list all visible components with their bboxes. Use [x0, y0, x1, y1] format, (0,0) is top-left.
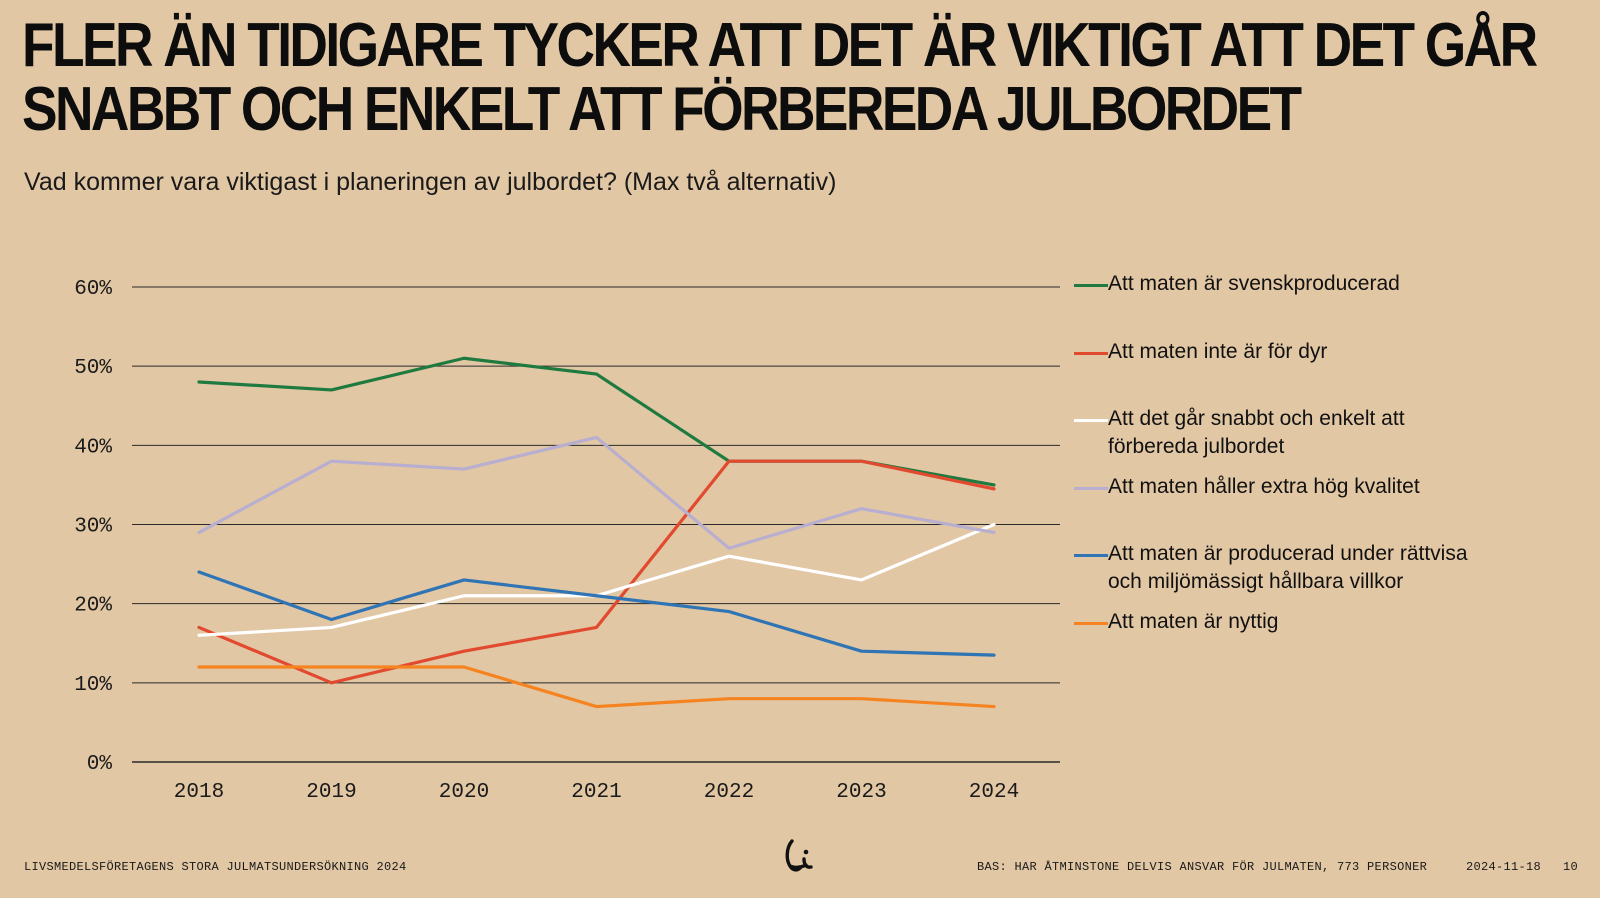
legend-label-line: Att maten är nyttig: [1108, 610, 1279, 633]
legend-label-line: förbereda julbordet: [1108, 435, 1285, 458]
title-line-2: SNABBT OCH ENKELT ATT FÖRBEREDA JULBORDE…: [22, 75, 1302, 144]
legend-label-line: och miljömässigt hållbara villkor: [1108, 570, 1404, 593]
x-tick-label: 2021: [571, 781, 621, 804]
y-tick-label: 50%: [74, 357, 112, 380]
series-line-3: [197, 522, 996, 637]
legend-item: Att maten är svenskproducerad: [1074, 270, 1400, 298]
legend-swatch: [1074, 554, 1108, 557]
footer-base: BAS: HAR ÅTMINSTONE DELVIS ANSVAR FÖR JU…: [977, 860, 1428, 874]
legend-item: Att det går snabbt och enkelt att förbere…: [1074, 405, 1405, 461]
x-tick-label: 2019: [306, 781, 356, 804]
x-tick-label: 2024: [969, 781, 1019, 804]
legend-item: Att maten är producerad under rättvisa oc…: [1074, 540, 1468, 596]
legend-label-line: Att maten är svenskproducerad: [1108, 272, 1400, 295]
legend-label-line: Att det går snabbt och enkelt att: [1108, 407, 1405, 430]
series-line-1: [197, 356, 996, 487]
x-tick-label: 2022: [704, 781, 754, 804]
legend-label: Att maten är svenskproducerad: [1108, 270, 1400, 298]
legend-item: Att maten inte är för dyr: [1074, 338, 1327, 366]
legend-swatch: [1074, 419, 1108, 422]
legend-label: Att maten är producerad under rättvisa oc…: [1108, 540, 1468, 596]
legend-item: Att maten är nyttig: [1074, 608, 1278, 636]
legend-item: Att maten håller extra hög kvalitet: [1074, 473, 1420, 501]
y-tick-label: 0%: [87, 753, 113, 776]
legend-label-line: Att maten inte är för dyr: [1108, 340, 1328, 363]
page-title: FLER ÄN TIDIGARE TYCKER ATT DET ÄR VIKTI…: [22, 11, 1538, 144]
line-chart: 0% 10% 20% 30% 40% 50% 60% 2018 2019 2020 2021 2022…: [74, 278, 1060, 804]
chart-subtitle: Vad kommer vara viktigast i planeringen …: [24, 168, 837, 196]
legend-label-line: Att maten är producerad under rättvisa: [1108, 542, 1468, 565]
series-line-4: [197, 435, 996, 550]
y-tick-label: 30%: [74, 516, 112, 539]
y-tick-label: 20%: [74, 595, 112, 618]
x-tick-label: 2020: [439, 781, 489, 804]
footer-page-number: 10: [1563, 860, 1579, 874]
series-line-5: [197, 570, 996, 657]
footer-date: 2024-11-18: [1466, 860, 1542, 874]
legend-label: Att maten håller extra hög kvalitet: [1108, 473, 1420, 501]
x-tick-label: 2018: [174, 781, 224, 804]
legend-label: Att det går snabbt och enkelt att förbere…: [1108, 405, 1405, 461]
title-line-1: FLER ÄN TIDIGARE TYCKER ATT DET ÄR VIKTI…: [22, 11, 1538, 80]
legend-swatch: [1074, 622, 1108, 625]
livsmedelsforetagen-logo-icon: [785, 839, 813, 872]
y-tick-label: 10%: [74, 674, 112, 697]
legend-label: Att maten inte är för dyr: [1108, 338, 1327, 366]
y-tick-label: 60%: [74, 278, 112, 301]
legend-swatch: [1074, 352, 1108, 355]
x-tick-label: 2023: [836, 781, 886, 804]
legend-swatch: [1074, 487, 1108, 490]
legend-swatch: [1074, 284, 1108, 287]
legend-label-line: Att maten håller extra hög kvalitet: [1108, 475, 1420, 498]
legend-label: Att maten är nyttig: [1108, 608, 1278, 636]
footer-source: LIVSMEDELSFÖRETAGENS STORA JULMATSUNDERS…: [24, 860, 407, 874]
series-line-6: [197, 665, 996, 709]
series-line-2: [197, 459, 996, 685]
y-tick-label: 40%: [74, 436, 112, 459]
